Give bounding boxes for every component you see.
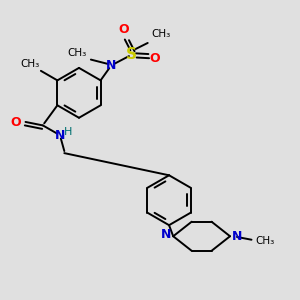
- Text: N: N: [106, 59, 116, 72]
- Text: CH₃: CH₃: [152, 29, 171, 40]
- Text: S: S: [126, 47, 137, 62]
- Text: H: H: [64, 127, 72, 137]
- Text: N: N: [55, 129, 65, 142]
- Text: N: N: [161, 228, 172, 242]
- Text: N: N: [232, 230, 242, 243]
- Text: CH₃: CH₃: [68, 48, 87, 58]
- Text: O: O: [119, 23, 130, 36]
- Text: O: O: [150, 52, 160, 65]
- Text: O: O: [11, 116, 21, 129]
- Text: CH₃: CH₃: [255, 236, 274, 247]
- Text: CH₃: CH₃: [20, 59, 39, 69]
